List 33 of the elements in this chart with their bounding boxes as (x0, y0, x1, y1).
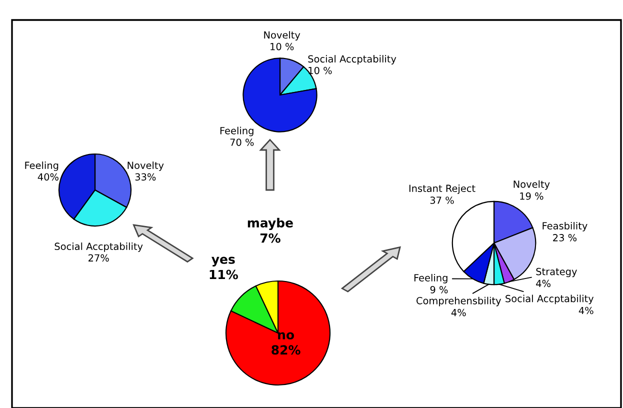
slice-label: Feasbility (542, 222, 588, 232)
data-label: 4% (536, 280, 550, 288)
data-label: 82% (272, 345, 300, 355)
data-label: 7% (260, 233, 280, 243)
slice-label: Social Accptability (506, 294, 594, 304)
data-label: 37 % (430, 196, 454, 204)
data-label: 27% (88, 254, 109, 262)
data-label: 9 % (430, 286, 448, 294)
data-label: 10 % (308, 66, 332, 74)
data-label: 40% (38, 173, 58, 181)
slice-label: Feeling (414, 274, 448, 284)
slice-label: Instant Reject (409, 184, 476, 194)
data-label: 19 % (520, 192, 544, 200)
data-label: 23 % (553, 234, 577, 242)
slice-label: Feeling (25, 162, 58, 171)
data-label: 33% (135, 173, 156, 181)
data-label: 4% (451, 308, 466, 316)
slice-label: Novelty (128, 162, 164, 171)
slice-label: Novelty (514, 180, 550, 190)
slice-label: Strategy (536, 268, 577, 278)
slice-label: Social Accptability (308, 55, 396, 64)
data-label: 4% (578, 306, 594, 314)
slice-label: yes (212, 256, 235, 266)
data-label: 10 % (270, 42, 294, 50)
slice-label: maybe (248, 218, 293, 230)
slice-label: Feeling (220, 126, 254, 136)
slice-label: no (278, 332, 294, 340)
pie-slice (225, 280, 331, 386)
data-label: 11% (210, 270, 238, 280)
data-label: 70 % (230, 138, 254, 146)
slice-label: Novelty (264, 31, 300, 41)
slice-label: Comprehensbility (416, 296, 502, 306)
slice-label: Social Accptability (54, 242, 143, 252)
